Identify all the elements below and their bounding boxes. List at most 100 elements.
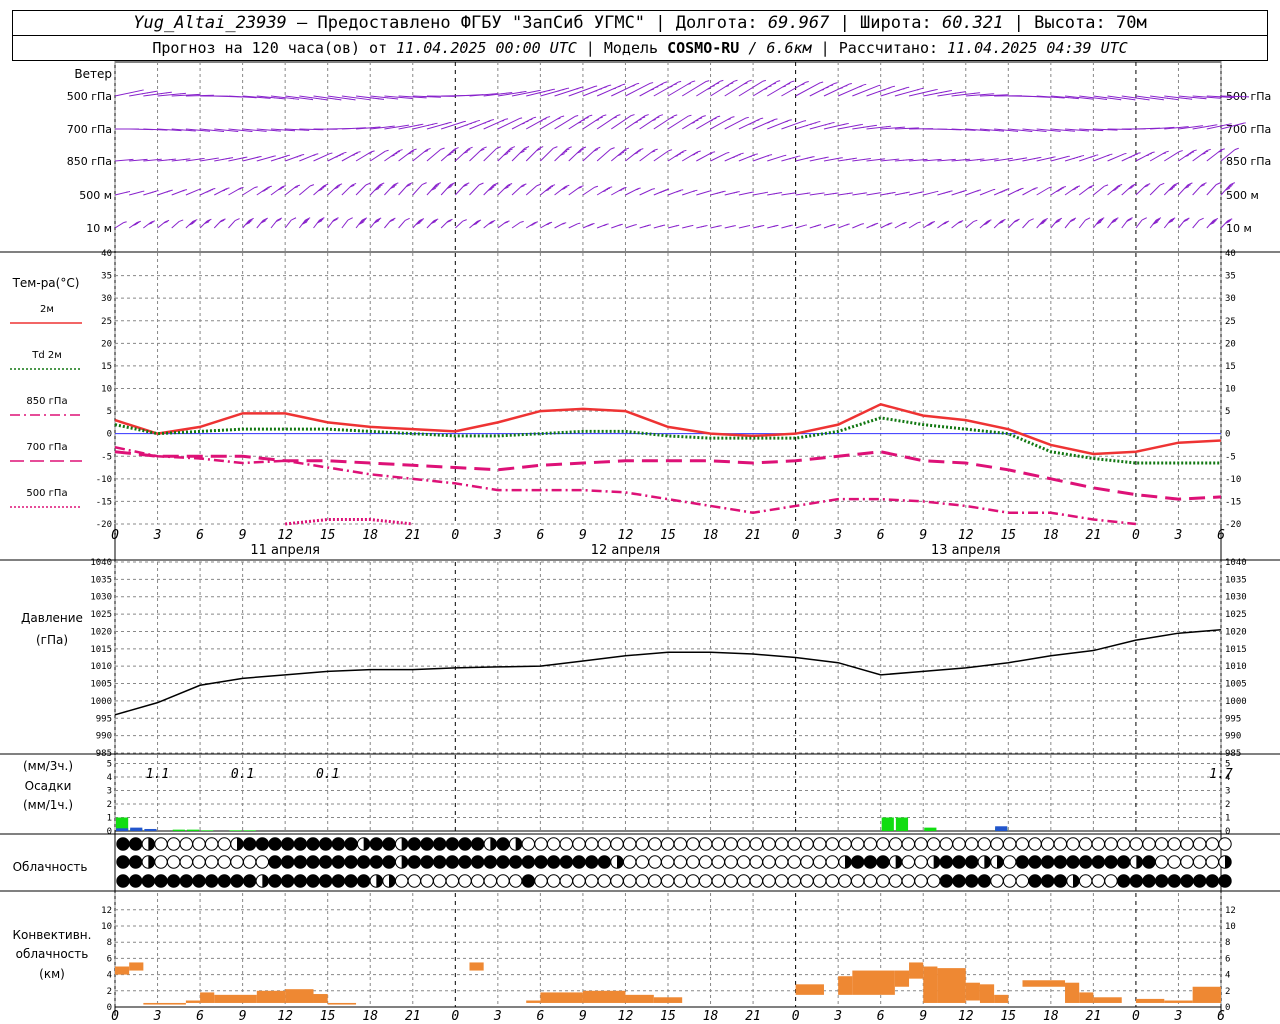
wind-barb-feather xyxy=(468,146,473,150)
wind-barb xyxy=(256,155,275,162)
conv-xtick-label: 3 xyxy=(833,1009,842,1024)
pressure-ytick-right: 1035 xyxy=(1225,575,1247,585)
wind-barb xyxy=(497,118,520,130)
wind-barb-feather xyxy=(210,189,214,191)
temp-ytick-left: 35 xyxy=(101,272,112,282)
temp-ytick-left: -15 xyxy=(96,497,112,507)
wind-barb-feather xyxy=(472,223,478,226)
wind-barb-feather xyxy=(1056,190,1060,192)
wind-barb xyxy=(355,184,367,196)
temp-xtick-label: 21 xyxy=(745,528,761,543)
cloud-cover-symbol xyxy=(812,837,827,851)
pressure-line xyxy=(114,628,1222,716)
cloud-cover-symbol xyxy=(762,874,776,888)
cloud-cover-symbol xyxy=(331,837,346,851)
wind-barb-feather xyxy=(1126,218,1132,222)
header-title-row: Yug_Altai_23939 – Предоставлено ФГБУ "За… xyxy=(12,10,1268,36)
cloud-cover-symbol xyxy=(838,837,852,851)
cloud-cover-symbol xyxy=(217,837,232,851)
wind-barb-feather xyxy=(452,149,457,152)
cloud-cover-symbol xyxy=(432,837,447,851)
wind-barb-feather xyxy=(318,188,323,192)
temp-xtick-label: 3 xyxy=(493,528,502,543)
model-name: COSMO-RU xyxy=(667,39,740,57)
wind-barb xyxy=(256,128,281,132)
wind-barb-feather xyxy=(165,219,170,223)
wind-barb-feather xyxy=(204,221,210,224)
temp-legend-label: 2м xyxy=(40,304,54,315)
alt-value: 70м xyxy=(1116,13,1147,33)
wind-barb xyxy=(1079,95,1108,100)
wind-barb xyxy=(752,191,767,196)
cloud-cover-symbol xyxy=(1205,837,1220,851)
wind-barb-feather xyxy=(801,83,805,86)
wind-barb-feather xyxy=(374,220,380,224)
wind-barb-feather xyxy=(1168,220,1174,224)
wind-barb-feather xyxy=(659,114,664,117)
wind-barb-feather xyxy=(741,152,744,155)
cloud-cover-symbol xyxy=(1104,874,1118,888)
cloud-cover-symbol xyxy=(762,837,776,851)
wind-barb xyxy=(228,128,253,132)
wind-level-label-right: 500 м xyxy=(1226,189,1259,202)
wind-barb-feather xyxy=(1168,188,1174,191)
wind-barb xyxy=(880,158,899,162)
temp-ytick-left: 0 xyxy=(107,430,112,440)
conv-cloud-bar xyxy=(469,962,484,971)
wind-barb-feather xyxy=(564,148,570,152)
wind-barb xyxy=(143,158,162,162)
cloud-cover-symbol xyxy=(888,837,903,851)
wind-barb-feather xyxy=(149,221,154,224)
conv-xtick-label: 15 xyxy=(1000,1009,1016,1024)
temp-ytick-left: 30 xyxy=(101,294,112,304)
cloud-cover-symbol xyxy=(1192,874,1207,888)
wind-barb-feather xyxy=(529,224,534,227)
wind-barb-feather xyxy=(1013,219,1019,223)
wind-barb xyxy=(994,128,1019,132)
wind-barb-feather xyxy=(604,188,609,191)
wind-barb-feather xyxy=(859,85,862,88)
wind-barb-feather xyxy=(985,220,991,223)
calc-time: 11.04.2025 04:39 UTC xyxy=(947,39,1128,57)
wind-barb-feather xyxy=(1032,188,1036,191)
day-label: 11 апреля xyxy=(250,543,320,558)
wind-level-label-left: 10 м xyxy=(86,222,112,235)
wind-barb-feather xyxy=(464,182,470,186)
wind-barb-feather xyxy=(617,85,621,88)
wind-barb xyxy=(525,185,538,196)
cloud-cover-symbol xyxy=(344,837,358,851)
wind-barb-feather xyxy=(317,220,323,224)
cloud-cover-symbol xyxy=(141,874,156,888)
cloud-cover-symbol xyxy=(1028,855,1042,869)
wind-barb-feather xyxy=(999,220,1005,223)
wind-barb-feather xyxy=(193,219,198,222)
cloud-cover-symbol xyxy=(394,874,409,888)
wind-barb-feather xyxy=(349,184,355,188)
wind-barb-feather xyxy=(358,221,364,225)
conv-cloud-bar xyxy=(909,962,924,979)
wind-barb-feather xyxy=(1234,147,1239,151)
temp-ytick-left: 20 xyxy=(101,339,112,349)
cloud-cover-symbol xyxy=(192,874,206,888)
wind-barb-feather xyxy=(732,156,735,159)
cloud-cover-symbol xyxy=(774,837,789,851)
wind-barb-feather xyxy=(407,182,413,186)
wind-barb xyxy=(185,189,199,196)
cloud-cover-symbol xyxy=(850,837,865,851)
wind-barb-feather xyxy=(655,116,660,119)
cloud-cover-symbol xyxy=(204,874,219,888)
wind-barb xyxy=(1135,95,1164,101)
cloud-cover-symbol xyxy=(306,855,320,869)
wind-barb-feather xyxy=(678,80,682,83)
cloud-cover-symbol xyxy=(876,855,890,869)
wind-barb xyxy=(171,221,180,229)
wind-barb-feather xyxy=(840,87,843,89)
wind-barb-feather xyxy=(1118,183,1123,187)
wind-barb-feather xyxy=(536,148,542,152)
wind-barb-feather xyxy=(504,221,509,224)
wind-level-label-left: 700 гПа xyxy=(67,123,112,136)
cloud-cover-half xyxy=(148,855,155,869)
pressure-ytick-right: 1025 xyxy=(1225,610,1247,620)
wind-barb-feather xyxy=(488,222,493,225)
pressure-unit: (гПа) xyxy=(36,633,68,647)
